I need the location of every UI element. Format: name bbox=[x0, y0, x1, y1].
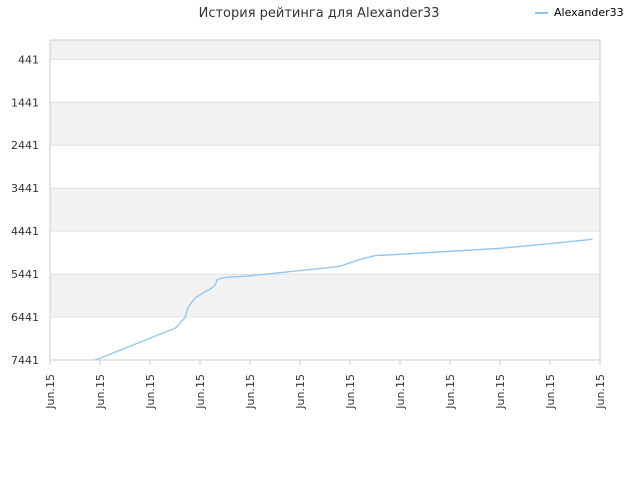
x-tick-label: Jun.15 bbox=[94, 374, 107, 410]
y-tick-label: 6441 bbox=[11, 311, 39, 324]
plot-band bbox=[50, 40, 600, 60]
x-tick-label: Jun.15 bbox=[394, 374, 407, 410]
plot-band bbox=[50, 274, 600, 318]
legend: Alexander33 bbox=[535, 6, 624, 19]
plot-band bbox=[50, 102, 600, 146]
chart-title: История рейтинга для Alexander33 bbox=[199, 6, 440, 21]
x-tick-label: Jun.15 bbox=[594, 374, 607, 410]
x-tick-label: Jun.15 bbox=[544, 374, 557, 410]
y-tick-label: 3441 bbox=[11, 182, 39, 195]
y-tick-label: 1441 bbox=[11, 96, 39, 109]
x-tick-labels: Jun.15 Jun.15 Jun.15 Jun.15 Jun.15 Jun.15 Jun.… bbox=[44, 374, 607, 410]
plot-band bbox=[50, 188, 600, 232]
axes bbox=[49, 39, 601, 365]
y-tick-label: 7441 bbox=[11, 354, 39, 367]
y-tick-label: 5441 bbox=[11, 268, 39, 281]
x-tick-label: Jun.15 bbox=[194, 374, 207, 410]
x-tick-label: Jun.15 bbox=[244, 374, 257, 410]
series-layer bbox=[94, 238, 593, 361]
y-tick-label: 2441 bbox=[11, 139, 39, 152]
x-tick-label: Jun.15 bbox=[144, 374, 157, 410]
y-tick-labels: 441 1441 2441 3441 4441 5441 6441 7441 bbox=[11, 53, 39, 367]
y-tick-label: 441 bbox=[18, 53, 39, 66]
plot-bands bbox=[50, 40, 600, 318]
x-tick-label: Jun.15 bbox=[344, 374, 357, 410]
x-tick-label: Jun.15 bbox=[494, 374, 507, 410]
x-tick-label: Jun.15 bbox=[444, 374, 457, 410]
y-tick-label: 4441 bbox=[11, 225, 39, 238]
x-tick-label: Jun.15 bbox=[44, 374, 57, 410]
x-tick-label: Jun.15 bbox=[294, 374, 307, 410]
legend-label: Alexander33 bbox=[554, 6, 624, 19]
series-line-Alexander33 bbox=[94, 238, 593, 361]
